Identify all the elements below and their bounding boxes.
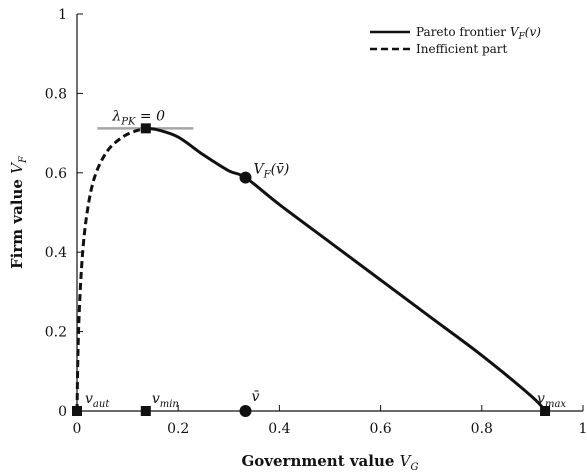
inefficient-part-line (75, 126, 147, 412)
y-tick-label: 0.6 (45, 166, 67, 182)
point-marker (72, 406, 82, 416)
point-label-v-bar: v̄ (251, 389, 259, 405)
point-marker (239, 405, 252, 417)
tangent-label: λPK = 0 (111, 108, 165, 127)
x-tick-label: 1 (579, 421, 587, 437)
legend-inefficient-label: Inefficient part (416, 42, 508, 56)
point-marker (140, 123, 151, 134)
point-marker (140, 406, 151, 416)
x-tick-label: 0.4 (268, 421, 290, 437)
x-tick-label: 0.8 (471, 421, 493, 437)
x-tick-label: 0 (73, 421, 82, 437)
pareto-frontier-line (145, 126, 547, 413)
legend-pareto-label: Pareto frontier VF(v) (416, 25, 541, 42)
point-label-v-min: vmin (152, 391, 179, 410)
x-tick-label: 0.6 (369, 421, 391, 437)
y-tick-label: 0.2 (45, 325, 67, 341)
y-tick-label: 1 (58, 7, 67, 23)
y-tick-label: 0 (58, 404, 67, 420)
point-label-vf-vbar: VF(v̄) (253, 162, 289, 181)
y-axis-label: Firm value VF (8, 155, 29, 269)
point-label-v-aut: vaut (85, 391, 110, 410)
x-axis-label: Government value VG (241, 452, 418, 472)
x-tick-label: 0.2 (167, 421, 189, 437)
point-label-v-max: vmax (537, 391, 566, 410)
y-tick-label: 0.4 (45, 245, 67, 261)
y-tick-label: 0.8 (45, 86, 67, 102)
point-marker (239, 171, 252, 184)
point-marker (540, 406, 551, 416)
